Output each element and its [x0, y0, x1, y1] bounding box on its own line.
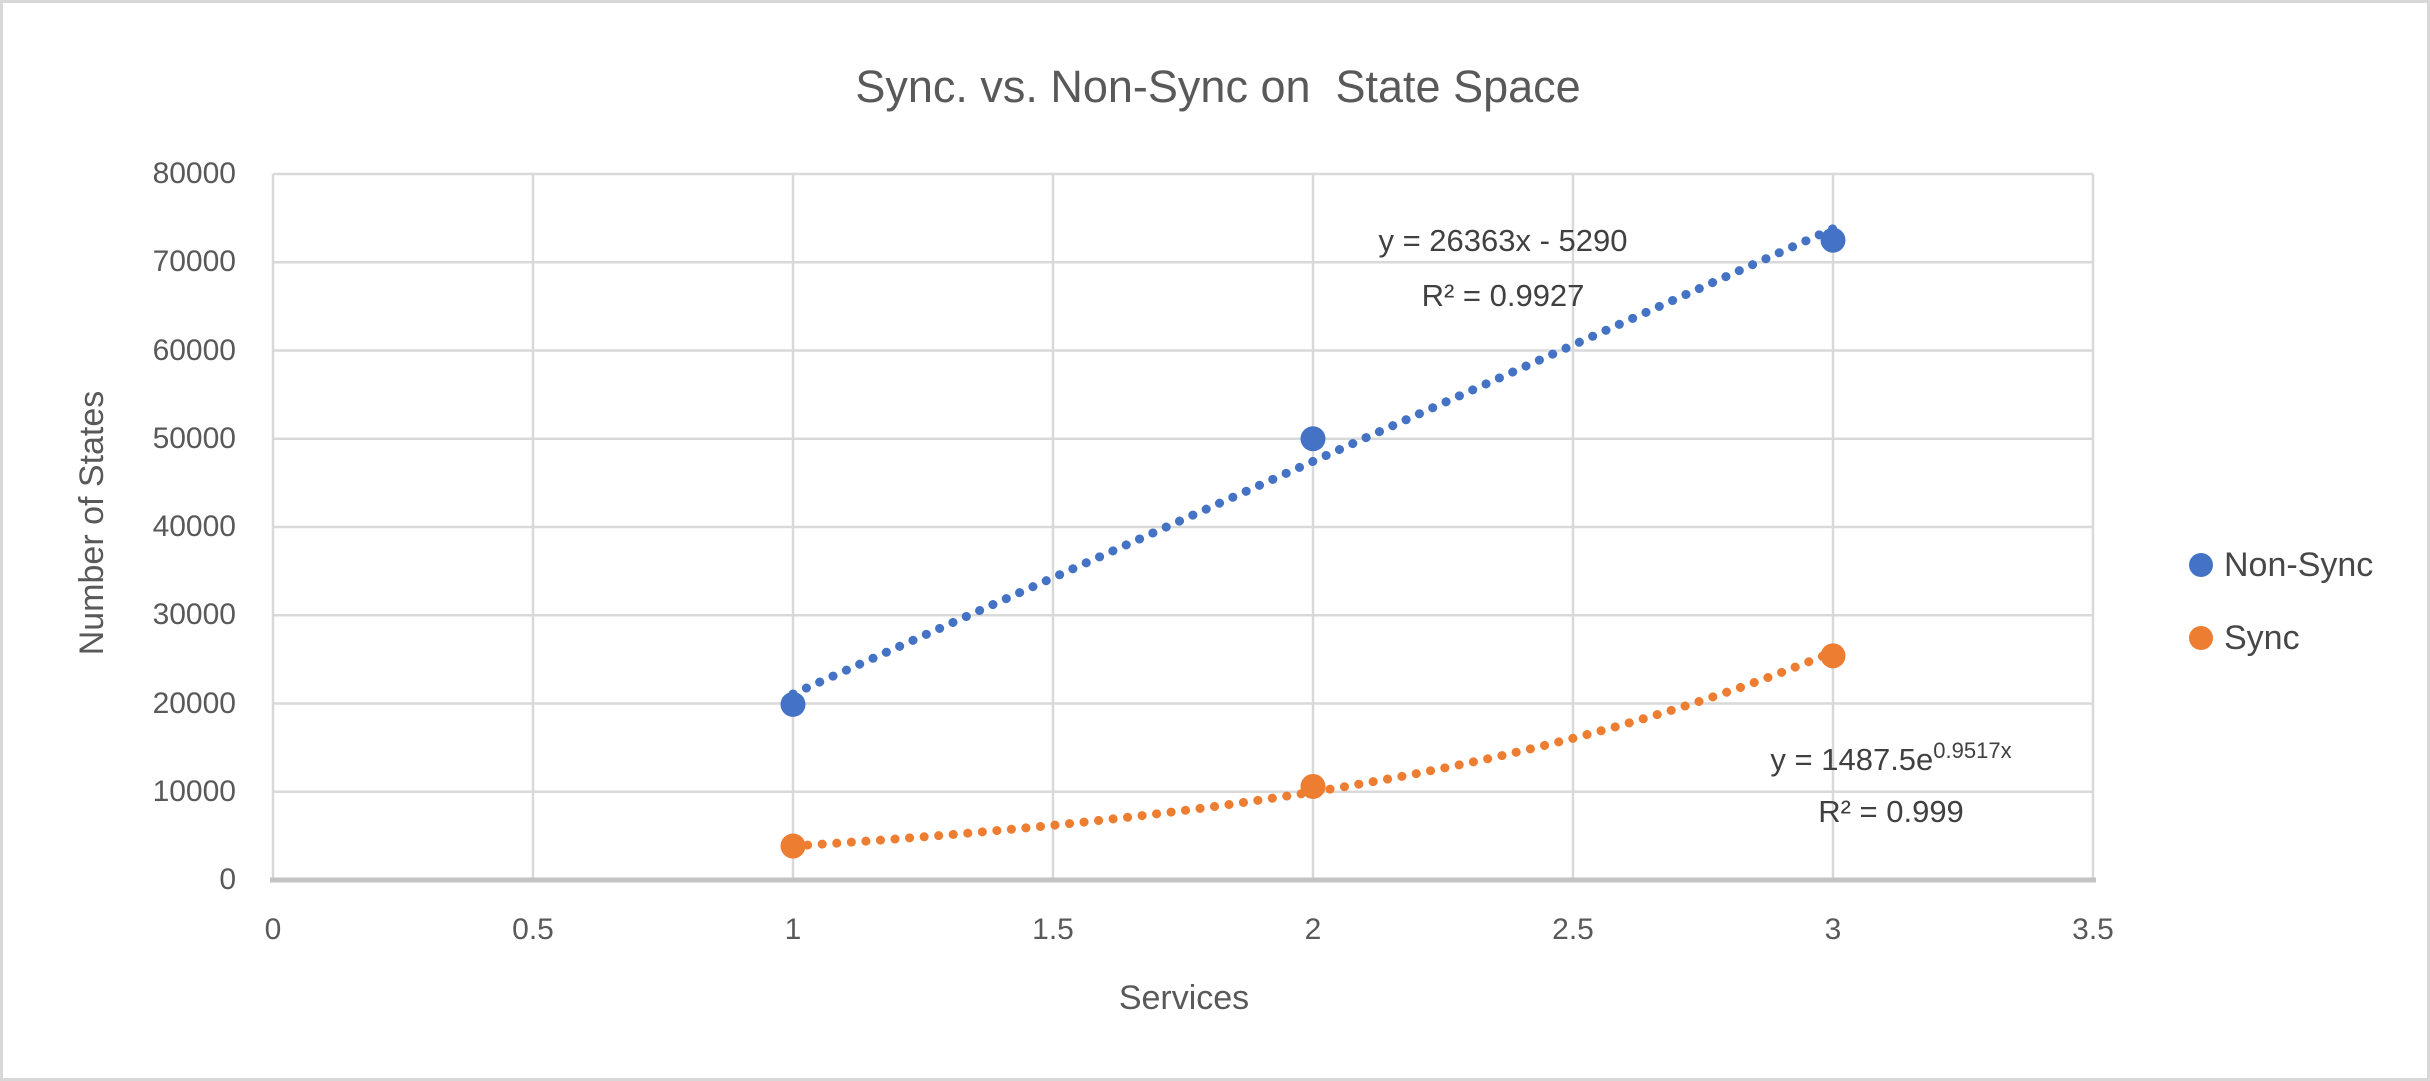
- legend-item-sync[interactable]: Sync: [2189, 620, 2300, 656]
- data-point-sync[interactable]: [1820, 643, 1846, 669]
- y-tick-label: 50000: [152, 421, 236, 455]
- legend-marker-non-sync: [2189, 553, 2213, 577]
- legend-label-sync: Sync: [2224, 619, 2300, 657]
- legend-label-non-sync: Non-Sync: [2224, 546, 2374, 584]
- trendline-non-sync[interactable]: [788, 224, 1838, 699]
- data-point-non-sync[interactable]: [1820, 227, 1846, 253]
- trendline-equation-non-sync: y = 26363x - 5290 R² = 0.9927: [1253, 213, 1753, 323]
- x-tick-label: 3.5: [2072, 913, 2114, 946]
- y-tick-label: 10000: [152, 774, 236, 808]
- data-point-non-sync[interactable]: [780, 691, 806, 717]
- data-point-sync[interactable]: [780, 833, 806, 859]
- chart-title[interactable]: Sync. vs. Non-Sync on State Space: [855, 61, 1581, 112]
- y-tick-label: 80000: [152, 157, 236, 190]
- y-tick-label: 0: [219, 863, 236, 896]
- x-tick-label: 0.5: [512, 913, 554, 946]
- trendline-equation-sync: y = 1487.5e0.9517x R² = 0.999: [1641, 725, 2141, 838]
- y-axis-title: Number of States: [73, 390, 111, 656]
- equation-exponent: 0.9517x: [1933, 738, 2012, 763]
- x-tick-label: 2.5: [1552, 913, 1594, 946]
- x-tick-label: 1.5: [1032, 913, 1074, 946]
- legend-marker-sync: [2189, 626, 2213, 650]
- r-squared-line: R² = 0.9927: [1421, 278, 1585, 313]
- y-tick-label: 20000: [152, 686, 236, 720]
- y-tick-label: 30000: [152, 598, 236, 632]
- data-point-sync[interactable]: [1300, 773, 1326, 799]
- y-tick-label: 60000: [152, 333, 236, 367]
- r-squared-line: R² = 0.999: [1818, 794, 1964, 829]
- x-axis-title: Services: [1118, 979, 1250, 1017]
- x-tick-label: 2: [1304, 913, 1322, 946]
- x-tick-label: 1: [784, 913, 802, 946]
- y-tick-label: 40000: [152, 510, 236, 543]
- y-tick-label: 70000: [152, 245, 236, 279]
- x-tick-label: 0: [264, 913, 282, 946]
- data-point-non-sync[interactable]: [1300, 426, 1326, 452]
- x-tick-label: 3: [1824, 913, 1842, 946]
- plot-area: [270, 172, 2096, 883]
- equation-line: y = 26363x - 5290: [1378, 223, 1628, 258]
- equation-line: y = 1487.5e0.9517x: [1641, 725, 2141, 786]
- equation-base: y = 1487.5e: [1770, 742, 1934, 777]
- legend-item-non-sync[interactable]: Non-Sync: [2189, 547, 2373, 583]
